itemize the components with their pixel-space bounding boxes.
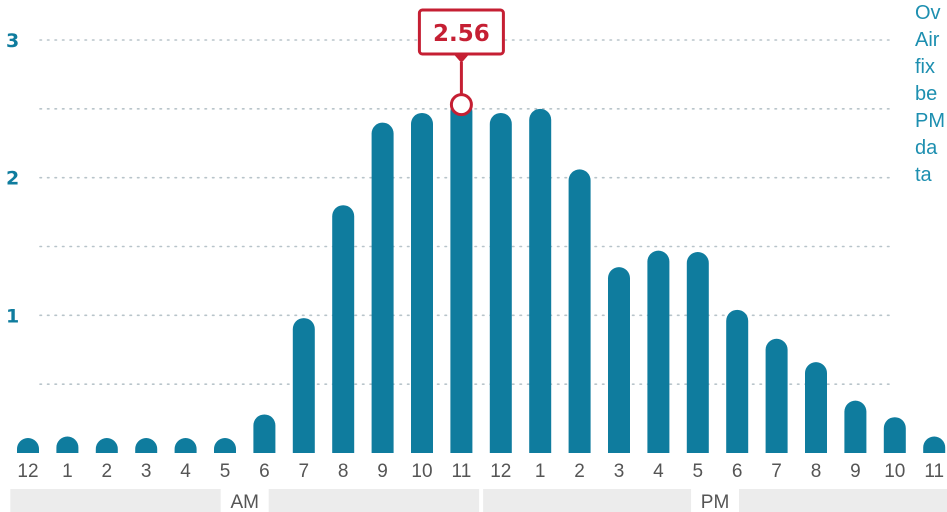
side-note-line: Ov (915, 2, 941, 24)
x-tick-label: 7 (771, 461, 782, 482)
x-tick-label: 4 (653, 461, 664, 482)
x-tick-label: 5 (220, 461, 231, 482)
bar-hour-0 (17, 438, 39, 453)
bar-hour-15 (608, 267, 630, 453)
x-tick-label: 2 (102, 461, 113, 482)
x-tick-label: 11 (452, 461, 472, 482)
x-tick-label: 6 (259, 461, 270, 482)
y-tick-label: 3 (6, 30, 19, 52)
bar-hour-9 (371, 122, 394, 453)
peak-marker (449, 93, 473, 117)
x-tick-label: 6 (732, 461, 743, 482)
bar-hour-23 (923, 436, 946, 453)
x-tick-label: 8 (338, 461, 349, 482)
band-segment-right (739, 489, 947, 512)
x-tick-label: 4 (180, 461, 191, 482)
bar-hour-4 (174, 438, 197, 453)
x-tick-label: 12 (490, 461, 511, 482)
bar-hour-6 (253, 414, 276, 453)
x-tick-label: 9 (377, 461, 388, 482)
bar-hour-12 (489, 112, 512, 454)
band-segment-left (483, 489, 692, 512)
side-note: Ov Air fix be PM da ta (915, 0, 947, 189)
side-note-line: PM (915, 110, 945, 132)
x-tick-label: 9 (850, 461, 861, 482)
x-tick-label: 1 (535, 461, 546, 482)
x-tick-label: 5 (693, 461, 704, 482)
x-tick-label: 7 (299, 461, 310, 482)
x-axis-ticks: 12 1 2 3 4 5 6 7 8 9 10 11 12 1 2 3 4 5 6 7 8 9 10 11 (17, 461, 944, 482)
bar-hour-22 (883, 417, 906, 453)
bar-hour-13 (529, 108, 552, 453)
x-tick-label: 3 (141, 461, 152, 482)
bar-hour-5 (214, 438, 236, 453)
bar-hour-8 (332, 205, 355, 453)
x-tick-label: 1 (62, 461, 73, 482)
bar-hour-18 (726, 309, 749, 453)
x-tick-label: 10 (411, 461, 432, 482)
band-segment-right (268, 489, 480, 512)
bar-hour-21 (844, 400, 867, 453)
callout-value: 2.56 (433, 21, 490, 47)
x-tick-label: 10 (884, 461, 905, 482)
period-label: PM (701, 492, 730, 512)
side-note-line: da (915, 137, 938, 159)
x-tick-label: 8 (811, 461, 822, 482)
bar-hour-7 (292, 318, 315, 453)
bar-hour-14 (568, 169, 591, 453)
bar-hour-17 (686, 252, 709, 453)
side-note-line: ta (915, 164, 932, 186)
callout-pointer (454, 55, 469, 63)
bar-hour-10 (411, 112, 433, 454)
bar-hour-19 (765, 338, 788, 453)
period-label: AM (230, 492, 259, 512)
side-note-line: be (915, 83, 938, 105)
bar-hour-2 (95, 438, 118, 453)
callout-box (417, 8, 505, 56)
bar-hour-16 (647, 250, 670, 453)
x-tick-label: 12 (17, 461, 38, 482)
side-note-line: Air (915, 29, 940, 51)
bar-hour-1 (56, 436, 79, 453)
x-tick-label: 2 (574, 461, 585, 482)
y-tick-label: 2 (6, 168, 19, 190)
side-note-line: fix (915, 56, 935, 78)
y-axis-ticks: 1 2 3 (6, 30, 19, 327)
bar-hour-20 (805, 362, 827, 453)
bars (17, 100, 946, 454)
am-pm-bands: AM PM (10, 489, 947, 512)
peak-callout: 2.56 (417, 8, 505, 117)
x-tick-label: 3 (614, 461, 625, 482)
gridlines (39, 39, 893, 385)
x-tick-label: 11 (924, 461, 944, 482)
y-tick-label: 1 (6, 305, 19, 327)
bar-hour-11 (450, 100, 473, 453)
band-segment-left (10, 489, 221, 512)
bar-hour-3 (135, 438, 158, 453)
